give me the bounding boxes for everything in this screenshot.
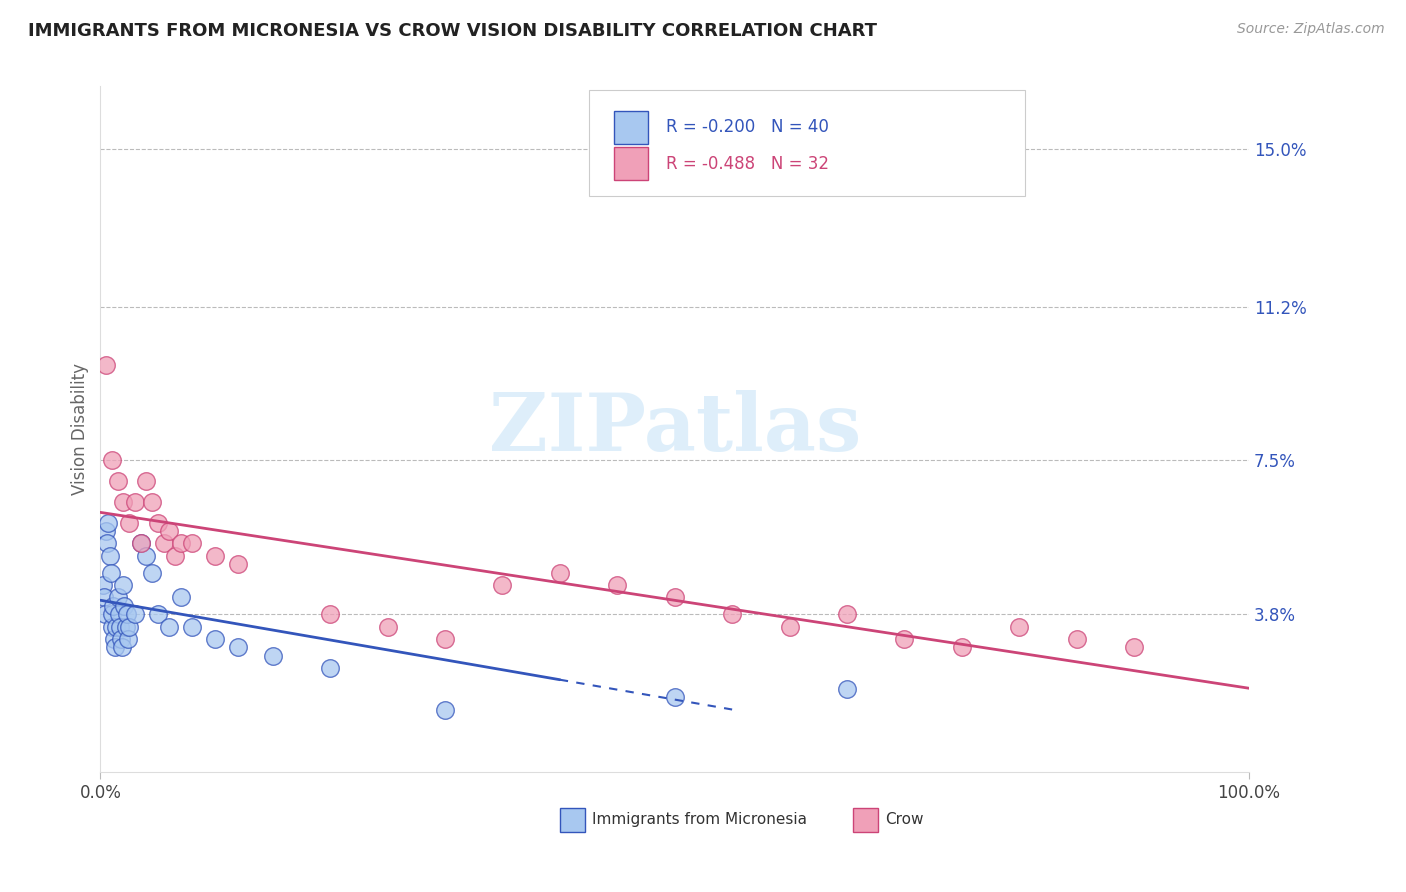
Point bbox=[105, 619, 128, 633]
Point bbox=[100, 566, 122, 580]
Point bbox=[181, 536, 204, 550]
Point bbox=[157, 619, 180, 633]
Point bbox=[1123, 640, 1146, 655]
Text: R = -0.488   N = 32: R = -0.488 N = 32 bbox=[665, 155, 828, 173]
Point bbox=[152, 536, 174, 550]
Point bbox=[721, 607, 744, 621]
Point bbox=[118, 619, 141, 633]
Point bbox=[107, 474, 129, 488]
Point bbox=[606, 578, 628, 592]
Point bbox=[135, 474, 157, 488]
Point bbox=[108, 619, 131, 633]
Point bbox=[141, 566, 163, 580]
Point bbox=[433, 632, 456, 646]
Point bbox=[107, 591, 129, 605]
Point bbox=[433, 703, 456, 717]
Point bbox=[779, 619, 801, 633]
Point bbox=[112, 578, 135, 592]
Point bbox=[319, 661, 342, 675]
Point bbox=[204, 549, 226, 563]
Point bbox=[101, 607, 124, 621]
Point bbox=[97, 516, 120, 530]
Point bbox=[112, 495, 135, 509]
Point bbox=[204, 632, 226, 646]
Point bbox=[226, 640, 249, 655]
Point bbox=[129, 536, 152, 550]
Point bbox=[135, 549, 157, 563]
Point bbox=[114, 619, 136, 633]
Point bbox=[91, 578, 114, 592]
Point bbox=[104, 640, 127, 655]
Bar bbox=[852, 808, 877, 832]
Point bbox=[141, 495, 163, 509]
Point bbox=[377, 619, 399, 633]
Text: R = -0.200   N = 40: R = -0.200 N = 40 bbox=[665, 119, 828, 136]
Bar bbox=[614, 147, 648, 180]
Point bbox=[170, 591, 193, 605]
Point bbox=[835, 607, 858, 621]
Point bbox=[103, 632, 125, 646]
Point bbox=[110, 632, 132, 646]
Point bbox=[664, 690, 686, 705]
Point bbox=[101, 619, 124, 633]
Point bbox=[96, 536, 118, 550]
Point bbox=[157, 524, 180, 538]
Text: Source: ZipAtlas.com: Source: ZipAtlas.com bbox=[1237, 22, 1385, 37]
Y-axis label: Vision Disability: Vision Disability bbox=[72, 363, 89, 495]
Point bbox=[835, 681, 858, 696]
Point bbox=[950, 640, 973, 655]
Text: ZIPatlas: ZIPatlas bbox=[488, 390, 860, 468]
Point bbox=[129, 536, 152, 550]
Point bbox=[146, 516, 169, 530]
Point bbox=[319, 607, 342, 621]
Point bbox=[93, 591, 115, 605]
Point bbox=[262, 648, 284, 663]
Point bbox=[181, 619, 204, 633]
Point bbox=[98, 549, 121, 563]
Point bbox=[226, 558, 249, 572]
Point bbox=[101, 599, 124, 613]
Point bbox=[491, 578, 513, 592]
Point bbox=[118, 516, 141, 530]
Text: IMMIGRANTS FROM MICRONESIA VS CROW VISION DISABILITY CORRELATION CHART: IMMIGRANTS FROM MICRONESIA VS CROW VISIO… bbox=[28, 22, 877, 40]
Point bbox=[94, 358, 117, 372]
Text: Crow: Crow bbox=[884, 813, 924, 828]
Point bbox=[117, 632, 139, 646]
Point bbox=[124, 495, 146, 509]
Point bbox=[664, 591, 686, 605]
Point bbox=[1008, 619, 1031, 633]
Point bbox=[170, 536, 193, 550]
Point bbox=[94, 607, 117, 621]
Point bbox=[124, 607, 146, 621]
Point bbox=[101, 453, 124, 467]
Point bbox=[94, 524, 117, 538]
Text: Immigrants from Micronesia: Immigrants from Micronesia bbox=[592, 813, 807, 828]
Point bbox=[548, 566, 571, 580]
Bar bbox=[560, 808, 585, 832]
Bar bbox=[614, 111, 648, 144]
Point bbox=[107, 607, 129, 621]
Point bbox=[115, 607, 138, 621]
Point bbox=[114, 599, 136, 613]
Point bbox=[163, 549, 186, 563]
Point bbox=[1066, 632, 1088, 646]
Point bbox=[146, 607, 169, 621]
Point bbox=[111, 640, 134, 655]
FancyBboxPatch shape bbox=[589, 90, 1025, 196]
Point bbox=[893, 632, 915, 646]
